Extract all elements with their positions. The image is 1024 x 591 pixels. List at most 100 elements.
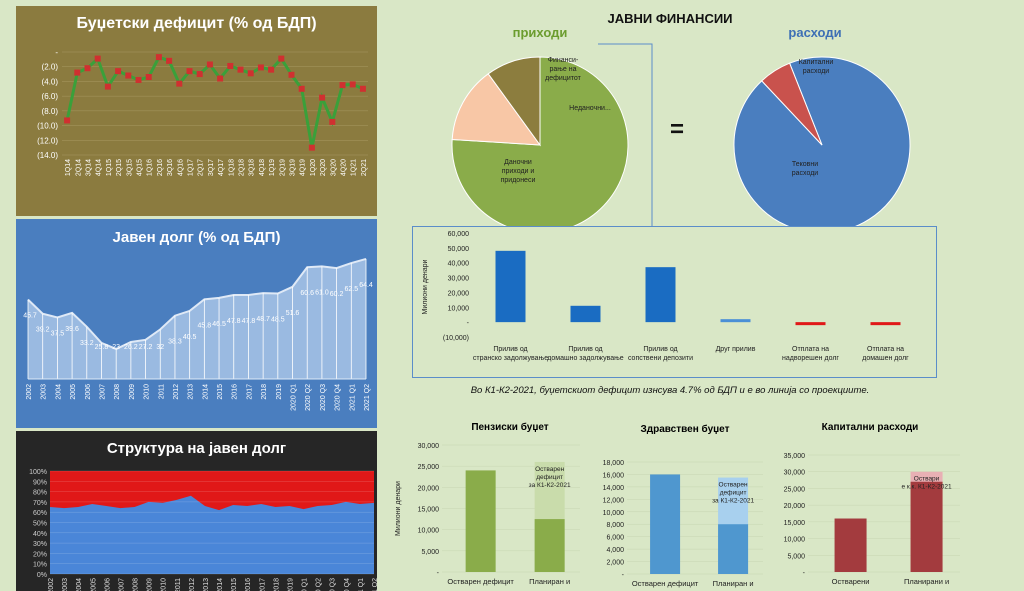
pension-bar-realized [465, 470, 496, 572]
structure-x-tick: 2015 [231, 578, 238, 591]
expenditure-pie-title: расходи [788, 25, 842, 40]
structure-x-tick: 2007 [118, 578, 125, 591]
structure-x-tick: 2003 [62, 578, 69, 591]
deficit-point [349, 81, 356, 88]
deficit-point [115, 68, 122, 75]
deficit-point [104, 83, 111, 90]
debt-data-label: 40.5 [183, 334, 197, 341]
structure-x-tick: 2009 [147, 578, 154, 591]
debt-x-tick: 2020 Q3 [320, 384, 327, 411]
debt-chart-svg: 45.7 39.237.539.633.225.8 23 26.2 27.2 32 38.3… [23, 257, 373, 411]
deficit-x-tick: 1Q17 [188, 159, 195, 176]
deficit-point [125, 72, 132, 79]
deficit-chart-svg: - (2.0) (4.0) (6.0) (8.0) (10.0) (12.0) (14.0) 1… [37, 48, 368, 176]
health-y-tick: 18,000 [603, 460, 625, 467]
deficit-point [319, 94, 326, 101]
deficit-x-tick: 3Q17 [208, 159, 215, 176]
financing-x-label: сопствени депозити [628, 355, 693, 362]
deficit-x-tick: 2Q19 [279, 159, 286, 176]
financing-bar [645, 267, 676, 323]
pension-y-tick: - [437, 570, 440, 577]
structure-x-tick: 2016 [245, 578, 252, 591]
financing-x-label: Друг прилив [716, 346, 756, 353]
deficit-x-tick: 2Q14 [75, 159, 82, 176]
debt-x-tick: 2014 [202, 384, 209, 400]
pension-y-tick: 25,000 [418, 464, 440, 471]
debt-data-label: 37.5 [51, 330, 65, 337]
deficit-point [74, 69, 81, 76]
debt-data-label: 48.5 [271, 317, 285, 324]
debt-data-label: 39.6 [65, 326, 79, 333]
capital-chart-svg: 35,000 30,000 25,000 20,000 15,000 10,000 5,00… [784, 453, 960, 586]
capital-bar-realized-part [910, 481, 943, 572]
deficit-point [206, 61, 213, 68]
debt-data-label: 60.2 [330, 291, 344, 298]
pension-y-label: Милиони денари [395, 481, 402, 536]
deficit-y-tick: (2.0) [42, 63, 59, 72]
health-y-tick: 2,000 [606, 560, 624, 567]
structure-x-tick: 2010 [161, 578, 168, 591]
expenditure-slice-label-line: Тековни [792, 161, 818, 168]
capital-y-tick: 35,000 [784, 453, 806, 460]
financing-bar [495, 250, 526, 323]
structure-x-tick: 2004 [76, 578, 83, 591]
financing-x-label: странско задолжување [473, 355, 548, 362]
deficit-point [298, 85, 305, 92]
debt-area [28, 258, 366, 379]
debt-data-label: 32 [156, 344, 164, 351]
pension-chart-svg: 30,000 25,000 20,000 15,000 10,000 5,000 - Мили… [395, 443, 580, 586]
capital-y-tick: 20,000 [784, 503, 806, 510]
financing-x-label: Прилив од [568, 346, 602, 353]
revenue-slice-label-line: рање на [549, 66, 576, 73]
deficit-y-tick: (6.0) [42, 92, 59, 101]
pension-annotation: дефицит [536, 474, 563, 481]
deficit-y-tick: (8.0) [42, 107, 59, 116]
debt-data-label: 62.5 [344, 286, 358, 293]
deficit-y-tick: (10.0) [37, 122, 58, 131]
deficit-x-tick: 2Q20 [320, 159, 327, 176]
financing-chart-box: 60,000 50,000 40,000 30,000 20,000 10,000 - (10… [412, 226, 937, 378]
structure-y-tick: 10% [33, 562, 47, 569]
structure-x-tick: 2008 [133, 578, 140, 591]
debt-x-tick: 2020 Q4 [335, 384, 342, 411]
structure-y-tick: 30% [33, 541, 47, 548]
structure-x-tick: 2020 Q3 [330, 578, 337, 591]
debt-x-tick: 2018 [261, 384, 268, 400]
pension-bar-realized-part [534, 519, 565, 572]
pension-y-tick: 15,000 [418, 507, 440, 514]
deficit-point [278, 55, 285, 62]
structure-x-tick: 2020 Q2 [316, 578, 323, 591]
deficit-point [308, 144, 315, 151]
deficit-point [288, 71, 295, 78]
deficit-point [237, 66, 244, 73]
deficit-x-tick: 2Q16 [157, 159, 164, 176]
pension-y-tick: 5,000 [421, 549, 439, 556]
deficit-y-tick: (4.0) [42, 77, 59, 86]
debt-data-label: 38.3 [168, 339, 182, 346]
revenue-slice-label: Неданочни... [569, 105, 611, 112]
structure-x-tick: 2020 Q4 [344, 578, 351, 591]
revenue-slice-label-line: Неданочни... [569, 105, 611, 112]
pension-y-tick: 20,000 [418, 485, 440, 492]
structure-y-tick: 20% [33, 551, 47, 558]
debt-x-tick: 2007 [99, 384, 106, 400]
deficit-x-tick: 3Q19 [290, 159, 297, 176]
deficit-x-tick: 1Q20 [310, 159, 317, 176]
health-x-label: Остварен дефицит [632, 579, 699, 588]
financing-y-tick: - [467, 320, 470, 327]
expenditure-slice-label-line: расходи [803, 68, 830, 75]
financing-x-label: домашен долг [862, 355, 909, 362]
structure-x-tick: 2017 [259, 578, 266, 591]
structure-x-tick: 2020 Q1 [302, 578, 309, 591]
deficit-x-tick: 3Q14 [86, 159, 93, 176]
expenditure-slice-label: Капитални расходи [799, 59, 834, 75]
deficit-x-tick: 1Q16 [147, 159, 154, 176]
debt-x-tick: 2005 [70, 384, 77, 400]
structure-x-tick: 2005 [90, 578, 97, 591]
expenditure-slice [761, 62, 823, 146]
deficit-point [257, 64, 264, 71]
capital-y-tick: 15,000 [784, 520, 806, 527]
revenue-slice-label-line: дефицитот [545, 75, 581, 82]
deficit-x-tick: 3Q20 [330, 159, 337, 176]
debt-data-label: 25.8 [95, 344, 109, 351]
